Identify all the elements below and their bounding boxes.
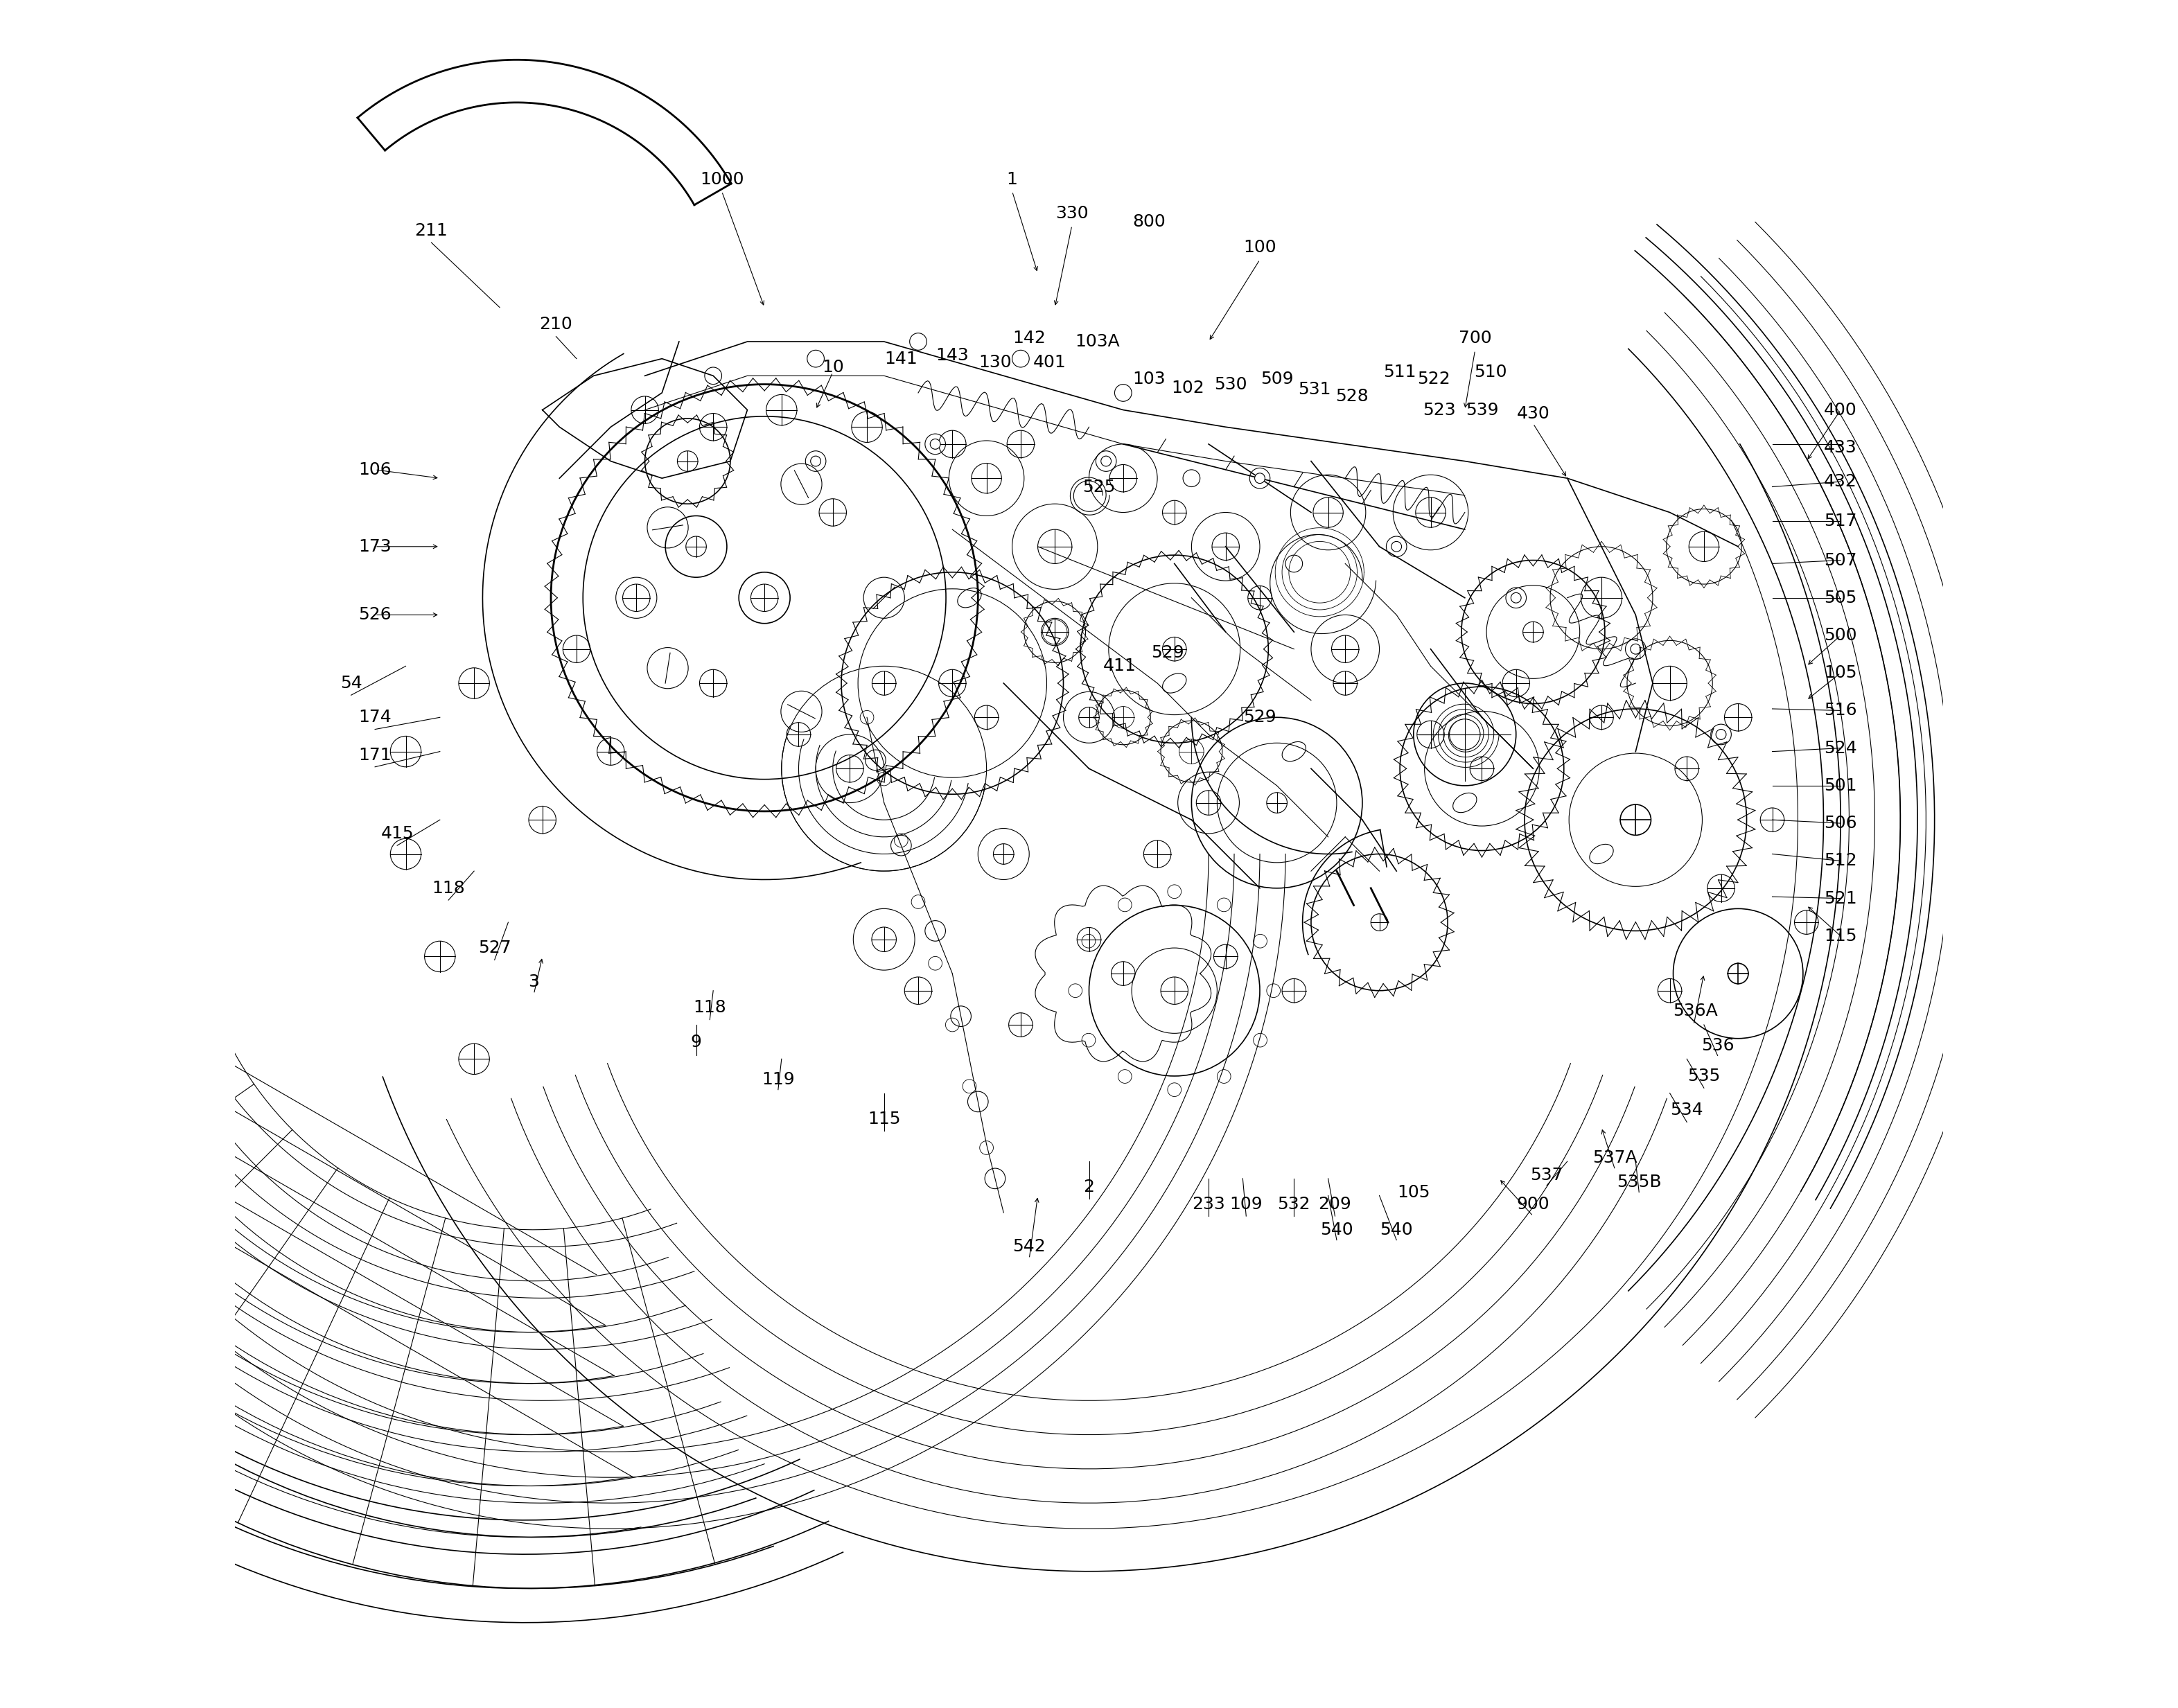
Text: 103A: 103A bbox=[1076, 333, 1119, 350]
Text: 540: 540 bbox=[1320, 1221, 1353, 1238]
Circle shape bbox=[1512, 593, 1520, 603]
Text: 505: 505 bbox=[1825, 589, 1858, 606]
Text: 411: 411 bbox=[1104, 658, 1137, 675]
Text: 3: 3 bbox=[529, 974, 540, 991]
Circle shape bbox=[810, 456, 821, 466]
Text: 511: 511 bbox=[1383, 364, 1416, 381]
Text: 535: 535 bbox=[1688, 1068, 1721, 1085]
Circle shape bbox=[930, 439, 941, 449]
Text: 539: 539 bbox=[1466, 401, 1498, 418]
Text: 510: 510 bbox=[1475, 364, 1507, 381]
Circle shape bbox=[1255, 473, 1265, 483]
Text: 537A: 537A bbox=[1592, 1149, 1638, 1167]
Text: 521: 521 bbox=[1825, 890, 1858, 907]
Circle shape bbox=[1716, 729, 1727, 740]
Text: 517: 517 bbox=[1825, 512, 1858, 529]
Text: 537: 537 bbox=[1531, 1167, 1564, 1184]
Text: 526: 526 bbox=[359, 606, 392, 623]
Text: 800: 800 bbox=[1133, 214, 1165, 231]
Text: 522: 522 bbox=[1418, 371, 1451, 388]
Text: 174: 174 bbox=[359, 709, 392, 726]
Text: 102: 102 bbox=[1172, 379, 1204, 396]
Text: 1000: 1000 bbox=[699, 171, 743, 188]
Text: 509: 509 bbox=[1261, 371, 1294, 388]
Text: 529: 529 bbox=[1152, 644, 1185, 661]
Text: 529: 529 bbox=[1244, 709, 1276, 726]
Text: 535B: 535B bbox=[1616, 1173, 1662, 1190]
Text: 118: 118 bbox=[693, 999, 725, 1016]
Text: 432: 432 bbox=[1823, 473, 1858, 490]
Text: 528: 528 bbox=[1335, 388, 1368, 405]
Text: 210: 210 bbox=[540, 316, 573, 333]
Text: 530: 530 bbox=[1215, 376, 1248, 393]
Text: 103: 103 bbox=[1133, 371, 1165, 388]
Text: 141: 141 bbox=[884, 350, 917, 367]
Text: 531: 531 bbox=[1298, 381, 1331, 398]
Text: 524: 524 bbox=[1823, 740, 1858, 757]
Text: 106: 106 bbox=[359, 461, 392, 478]
Text: 527: 527 bbox=[477, 939, 512, 956]
Text: 540: 540 bbox=[1381, 1221, 1414, 1238]
Text: 171: 171 bbox=[359, 746, 392, 763]
Text: 536: 536 bbox=[1701, 1037, 1734, 1054]
Circle shape bbox=[1448, 719, 1481, 750]
Text: 534: 534 bbox=[1671, 1102, 1703, 1119]
Text: 118: 118 bbox=[431, 880, 464, 897]
Text: 507: 507 bbox=[1825, 552, 1858, 569]
Circle shape bbox=[738, 572, 791, 623]
Text: 430: 430 bbox=[1516, 405, 1551, 422]
Text: 700: 700 bbox=[1459, 330, 1492, 347]
Text: 54: 54 bbox=[340, 675, 362, 692]
Text: 115: 115 bbox=[867, 1110, 900, 1127]
Text: 105: 105 bbox=[1396, 1184, 1431, 1201]
Text: 119: 119 bbox=[762, 1071, 795, 1088]
Text: 143: 143 bbox=[937, 347, 969, 364]
Text: 115: 115 bbox=[1825, 927, 1858, 945]
Text: 109: 109 bbox=[1231, 1196, 1263, 1213]
Text: 542: 542 bbox=[1013, 1238, 1045, 1255]
Text: 400: 400 bbox=[1823, 401, 1858, 418]
Text: 1: 1 bbox=[1006, 171, 1017, 188]
Text: 9: 9 bbox=[690, 1033, 701, 1050]
Text: 536A: 536A bbox=[1673, 1003, 1718, 1020]
Text: 532: 532 bbox=[1278, 1196, 1311, 1213]
Text: 401: 401 bbox=[1032, 354, 1067, 371]
Text: 233: 233 bbox=[1191, 1196, 1224, 1213]
Text: 105: 105 bbox=[1825, 664, 1858, 681]
Text: 130: 130 bbox=[978, 354, 1011, 371]
Text: 500: 500 bbox=[1825, 627, 1858, 644]
Text: 523: 523 bbox=[1422, 401, 1455, 418]
Text: 211: 211 bbox=[414, 222, 449, 239]
Circle shape bbox=[1392, 541, 1403, 552]
Text: 525: 525 bbox=[1082, 478, 1115, 495]
Text: 433: 433 bbox=[1823, 439, 1858, 456]
Text: 100: 100 bbox=[1244, 239, 1276, 256]
Text: 173: 173 bbox=[359, 538, 392, 555]
Text: 506: 506 bbox=[1825, 815, 1858, 832]
Text: 415: 415 bbox=[381, 825, 414, 842]
Text: 900: 900 bbox=[1516, 1196, 1549, 1213]
Circle shape bbox=[1100, 456, 1111, 466]
Circle shape bbox=[1631, 644, 1640, 654]
Text: 2: 2 bbox=[1082, 1179, 1096, 1196]
Text: 209: 209 bbox=[1318, 1196, 1353, 1213]
Text: 512: 512 bbox=[1825, 852, 1858, 869]
Text: 10: 10 bbox=[821, 359, 843, 376]
Text: 501: 501 bbox=[1825, 777, 1858, 794]
Text: 516: 516 bbox=[1825, 702, 1858, 719]
Text: 330: 330 bbox=[1056, 205, 1089, 222]
Text: 142: 142 bbox=[1013, 330, 1045, 347]
